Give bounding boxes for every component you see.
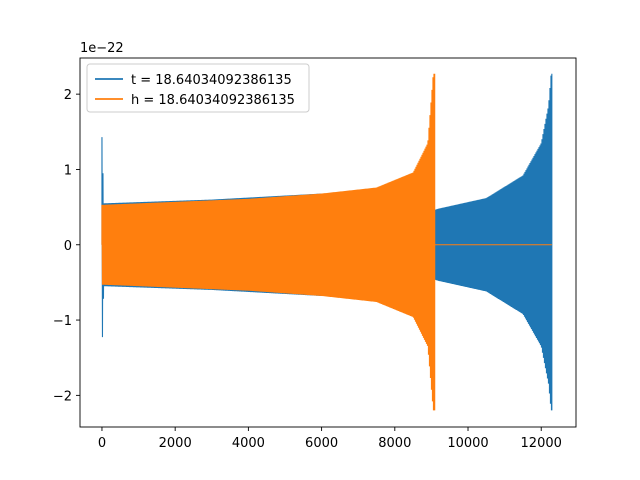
x-tick-label: 2000	[159, 436, 192, 451]
x-axis: 0 2000 4000 6000 8000 10000 12000	[98, 427, 562, 451]
y-offset-text: 1e−22	[80, 41, 124, 56]
series-layer	[101, 73, 553, 411]
x-tick-label: 4000	[232, 436, 265, 451]
x-tick-label: 12000	[521, 436, 562, 451]
y-tick-label: 1	[64, 163, 72, 178]
y-tick-label: 0	[64, 239, 72, 254]
y-tick-label: −1	[53, 314, 72, 329]
x-tick-label: 0	[98, 436, 106, 451]
axes-frame	[79, 57, 577, 428]
series-line	[101, 73, 552, 411]
legend-box	[86, 63, 310, 113]
y-tick-label: 2	[64, 88, 72, 103]
x-tick-label: 6000	[305, 436, 338, 451]
x-tick-label: 8000	[378, 436, 411, 451]
legend: t = 18.64034092386135 h = 18.640340923861…	[86, 63, 310, 113]
series-h	[101, 73, 552, 411]
legend-entry: t = 18.64034092386135	[131, 73, 292, 88]
legend-entry: h = 18.64034092386135	[131, 93, 295, 108]
y-axis: −2 −1 0 1 2	[53, 88, 80, 404]
y-tick-label: −2	[53, 389, 72, 404]
x-tick-label: 10000	[447, 436, 488, 451]
plot-area	[79, 57, 577, 428]
